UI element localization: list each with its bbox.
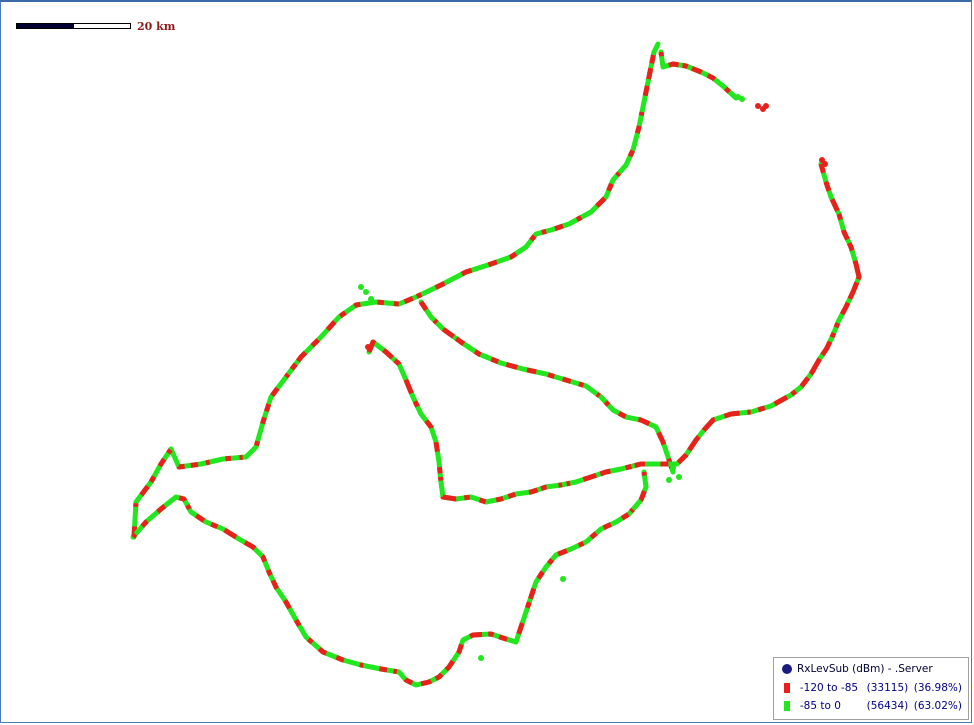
route-weak-signal-trace (131, 42, 661, 538)
measurement-point (358, 284, 364, 290)
legend-range: -120 to -85 (799, 682, 859, 694)
measurement-point (676, 474, 682, 480)
route-weak-signal-trace (675, 163, 862, 466)
scale-bar-label: 20 km (137, 19, 176, 33)
route-south-loop (130, 469, 649, 688)
drive-routes (130, 41, 862, 688)
route-strong-signal-trace (130, 469, 649, 688)
legend-swatch-weak (784, 683, 790, 693)
legend-range: -85 to 0 (799, 700, 841, 712)
legend-percent: (36.98%) (913, 682, 962, 694)
route-inner-loop (366, 339, 679, 505)
route-north-loop (131, 41, 661, 540)
measurement-point (822, 161, 828, 167)
route-strong-signal-trace (131, 41, 661, 540)
legend-header: RxLevSub (dBm) - .Server (782, 663, 962, 675)
measurement-point (755, 103, 761, 109)
route-weak-signal-trace (418, 300, 676, 473)
measurement-point (735, 94, 741, 100)
measurement-point (670, 465, 676, 471)
legend-item-weak: -120 to -85 (33115) (36.98%) (782, 679, 962, 697)
legend-dot-icon (782, 664, 792, 674)
measurement-point (363, 289, 369, 295)
route-strong-signal-trace (366, 339, 679, 505)
legend-item-strong: -85 to 0 (56434) (63.02%) (782, 697, 962, 715)
route-northeast-arc (674, 161, 862, 467)
measurement-point (365, 344, 371, 350)
measurement-point (478, 655, 484, 661)
route-strong-signal-trace (658, 49, 739, 101)
route-weak-signal-trace (131, 471, 649, 688)
scale-bar-dark-segment (16, 23, 74, 29)
measurement-point (763, 103, 769, 109)
route-weak-signal-trace (366, 339, 676, 505)
route-east-branch (418, 299, 676, 475)
legend-percent: (63.02%) (913, 700, 962, 712)
route-strong-signal-trace (674, 161, 862, 467)
scale-bar-light-segment (74, 23, 131, 29)
route-strong-signal-trace (418, 299, 676, 475)
legend-swatch-strong (784, 701, 790, 711)
route-north-spur (658, 49, 739, 101)
legend-title: RxLevSub (dBm) - .Server (797, 663, 933, 675)
legend-count: (33115) (866, 682, 909, 694)
route-weak-signal-trace (658, 51, 738, 100)
measurement-point (368, 296, 374, 302)
legend: RxLevSub (dBm) - .Server -120 to -85 (33… (773, 657, 969, 720)
scale-bar: 20 km (16, 19, 176, 33)
measurement-point (560, 576, 566, 582)
legend-count: (56434) (866, 700, 909, 712)
measurement-point (666, 477, 672, 483)
